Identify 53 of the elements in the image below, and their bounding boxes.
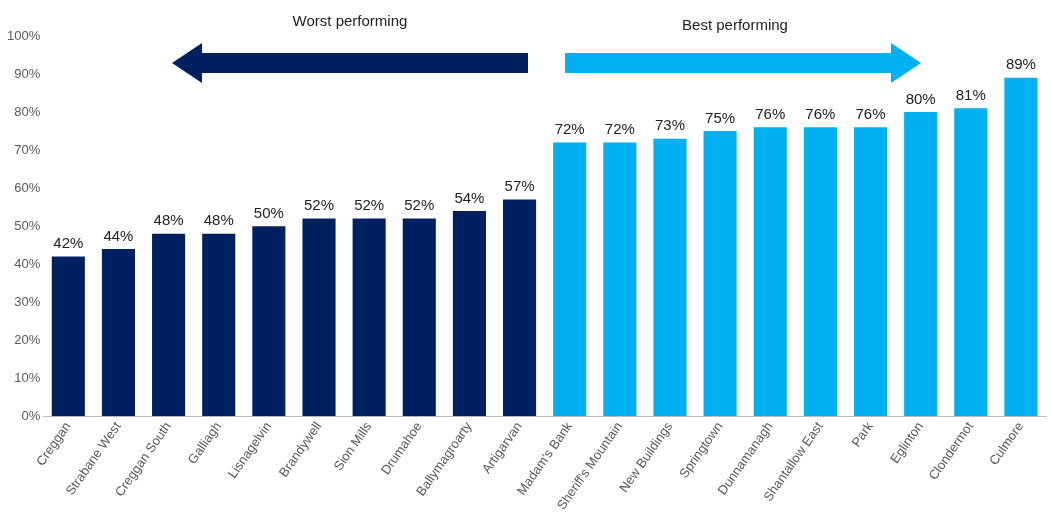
y-tick-label: 70%	[14, 141, 41, 157]
data-label: 48%	[203, 211, 234, 229]
bar	[904, 112, 938, 417]
bar	[152, 233, 186, 417]
bar	[753, 127, 787, 417]
data-label: 52%	[303, 196, 335, 214]
data-label: 89%	[1005, 55, 1036, 73]
data-label: 52%	[354, 196, 385, 214]
data-label: 81%	[955, 85, 986, 103]
bar	[302, 218, 336, 417]
y-tick-label: 10%	[14, 369, 41, 385]
bar	[51, 256, 85, 417]
data-label: 76%	[805, 104, 836, 122]
bar	[1004, 77, 1038, 417]
bar	[402, 218, 436, 417]
bar	[954, 108, 988, 417]
data-label: 44%	[103, 226, 134, 244]
y-tick-label: 0%	[21, 407, 41, 423]
y-tick-label: 40%	[14, 255, 41, 271]
data-label: 54%	[454, 188, 485, 206]
data-label: 75%	[705, 108, 736, 126]
y-tick-label: 90%	[14, 65, 41, 81]
y-tick-label: 60%	[14, 179, 41, 195]
bar	[202, 233, 236, 417]
data-label: 48%	[153, 211, 184, 229]
data-label: 50%	[253, 203, 284, 221]
y-tick-label: 20%	[14, 331, 41, 347]
bar	[653, 138, 687, 417]
data-label: 80%	[905, 89, 936, 107]
text: Best performing	[682, 16, 788, 33]
y-tick-label: 50%	[14, 217, 41, 233]
text: Worst performing	[292, 12, 408, 29]
bar	[101, 248, 135, 417]
bar	[703, 131, 737, 417]
bar	[352, 218, 386, 417]
data-label: 52%	[404, 196, 435, 214]
data-label: 72%	[554, 120, 585, 138]
y-tick-label: 100%	[7, 27, 41, 43]
y-tick-label: 80%	[14, 103, 41, 119]
bar	[803, 127, 837, 417]
data-label: 72%	[604, 120, 635, 138]
bar	[452, 210, 486, 417]
bar	[553, 142, 587, 417]
bar	[853, 127, 888, 417]
data-label: 57%	[504, 177, 535, 195]
y-tick-label: 30%	[14, 293, 41, 309]
data-label: 76%	[755, 104, 786, 122]
data-label: 76%	[855, 104, 886, 122]
data-label: 42%	[53, 234, 84, 252]
data-label: 73%	[654, 116, 685, 134]
bar	[503, 199, 537, 417]
bar	[603, 142, 637, 417]
bar	[252, 226, 286, 417]
